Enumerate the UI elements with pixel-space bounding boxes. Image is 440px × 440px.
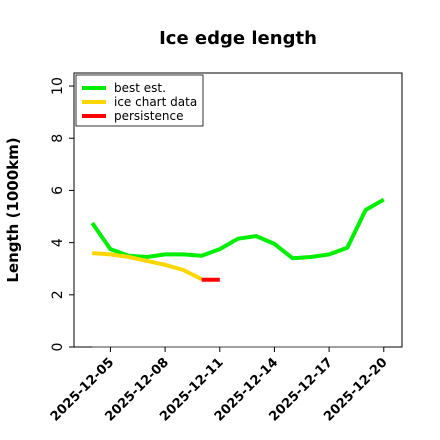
series-line-best-est-	[90, 197, 385, 261]
y-tick-label: 4	[50, 238, 66, 247]
legend-label: persistence	[114, 109, 183, 123]
y-axis: 0 2 4 6 8 10	[50, 77, 74, 351]
y-axis-label: Length (1000km)	[4, 137, 22, 282]
y-tick-label: 6	[50, 186, 66, 195]
series-line-ice-chart-data	[92, 251, 203, 281]
legend-label: ice chart data	[114, 95, 197, 109]
x-axis: 2025-12-052025-12-082025-12-112025-12-14…	[48, 347, 391, 425]
y-tick-label: 8	[50, 134, 66, 143]
y-tick-label: 0	[50, 343, 66, 352]
y-tick-label: 2	[50, 290, 66, 299]
series-layer	[90, 197, 385, 282]
y-tick-label: 10	[50, 77, 66, 95]
legend-label: best est.	[114, 81, 166, 95]
chart-title: Ice edge length	[159, 28, 317, 49]
